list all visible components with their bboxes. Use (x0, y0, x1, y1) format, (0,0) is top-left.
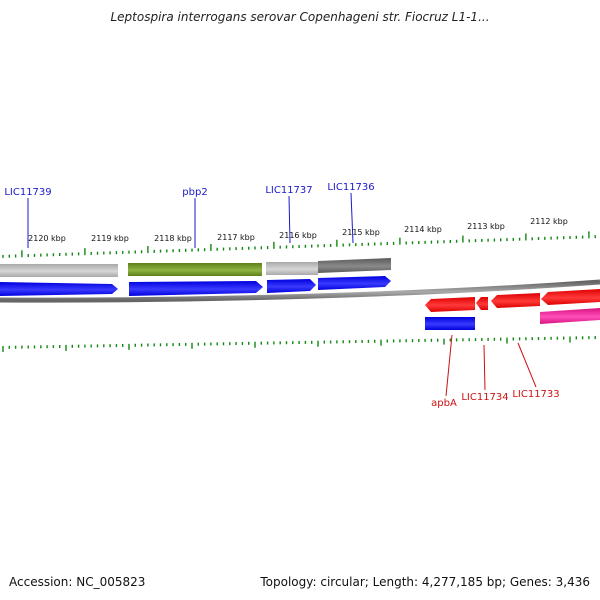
gene-label: LIC11734 (461, 392, 508, 403)
forward-gene-arrow (267, 279, 316, 293)
kbp-tick-label: 2117 kbp (217, 233, 255, 242)
reverse-gene-arrow (476, 297, 488, 310)
genome-backbone (0, 279, 600, 303)
gene-label-connector (445, 334, 453, 397)
reverse-gene-arrow (491, 293, 540, 308)
gene-bar-dark (318, 258, 391, 273)
gene-bar-gray (266, 262, 318, 275)
gene-label: apbA (431, 398, 457, 409)
kbp-tick-label: 2120 kbp (28, 234, 66, 243)
gene-bar-green (128, 263, 262, 276)
kbp-tick-label: 2119 kbp (91, 234, 129, 243)
gene-label-connector (350, 192, 354, 244)
kbp-tick-label: 2112 kbp (530, 217, 568, 226)
gene-label-connector (288, 195, 291, 244)
genome-summary: Topology: circular; Length: 4,277,185 bp… (260, 575, 590, 589)
kbp-tick-label: 2118 kbp (154, 234, 192, 243)
gene-label-connector (517, 342, 537, 388)
reverse-row-gene-blue (425, 317, 475, 330)
gene-bar-gray (0, 264, 118, 277)
accession-label: Accession: NC_005823 (9, 575, 146, 589)
reverse-gene-arrow (425, 297, 475, 312)
reverse-row-gene-magenta (540, 308, 600, 324)
gene-label: LIC11737 (265, 185, 312, 196)
gene-label-connector (483, 344, 486, 391)
kbp-tick-label: 2116 kbp (279, 231, 317, 240)
gene-label: LIC11739 (4, 187, 51, 198)
reverse-gene-arrow (541, 289, 600, 305)
forward-gene-arrow (129, 281, 263, 296)
genome-title: Leptospira interrogans serovar Copenhage… (110, 10, 490, 24)
kbp-tick-label: 2115 kbp (342, 228, 380, 237)
forward-gene-arrow (318, 276, 391, 290)
forward-gene-arrow (0, 282, 118, 296)
gene-label: pbp2 (182, 187, 207, 198)
gene-label: LIC11733 (512, 389, 559, 400)
gene-label: LIC11736 (327, 182, 374, 193)
kbp-tick-label: 2114 kbp (404, 225, 442, 234)
kbp-tick-label: 2113 kbp (467, 222, 505, 231)
